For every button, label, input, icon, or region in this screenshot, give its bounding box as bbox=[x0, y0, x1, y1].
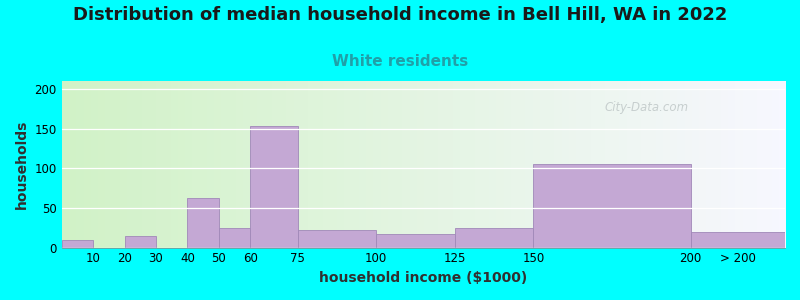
Bar bbox=[534, 164, 690, 248]
Bar bbox=[219, 228, 250, 247]
Text: Distribution of median household income in Bell Hill, WA in 2022: Distribution of median household income … bbox=[73, 6, 727, 24]
Bar bbox=[62, 240, 93, 248]
Y-axis label: households: households bbox=[15, 120, 29, 209]
Bar bbox=[454, 228, 534, 247]
Bar bbox=[690, 232, 785, 247]
Bar bbox=[250, 126, 298, 248]
Bar bbox=[298, 230, 376, 247]
Bar bbox=[187, 198, 219, 248]
Text: City-Data.com: City-Data.com bbox=[604, 101, 688, 114]
Bar bbox=[125, 236, 156, 248]
Bar bbox=[376, 234, 454, 247]
X-axis label: household income ($1000): household income ($1000) bbox=[319, 271, 527, 285]
Text: White residents: White residents bbox=[332, 54, 468, 69]
